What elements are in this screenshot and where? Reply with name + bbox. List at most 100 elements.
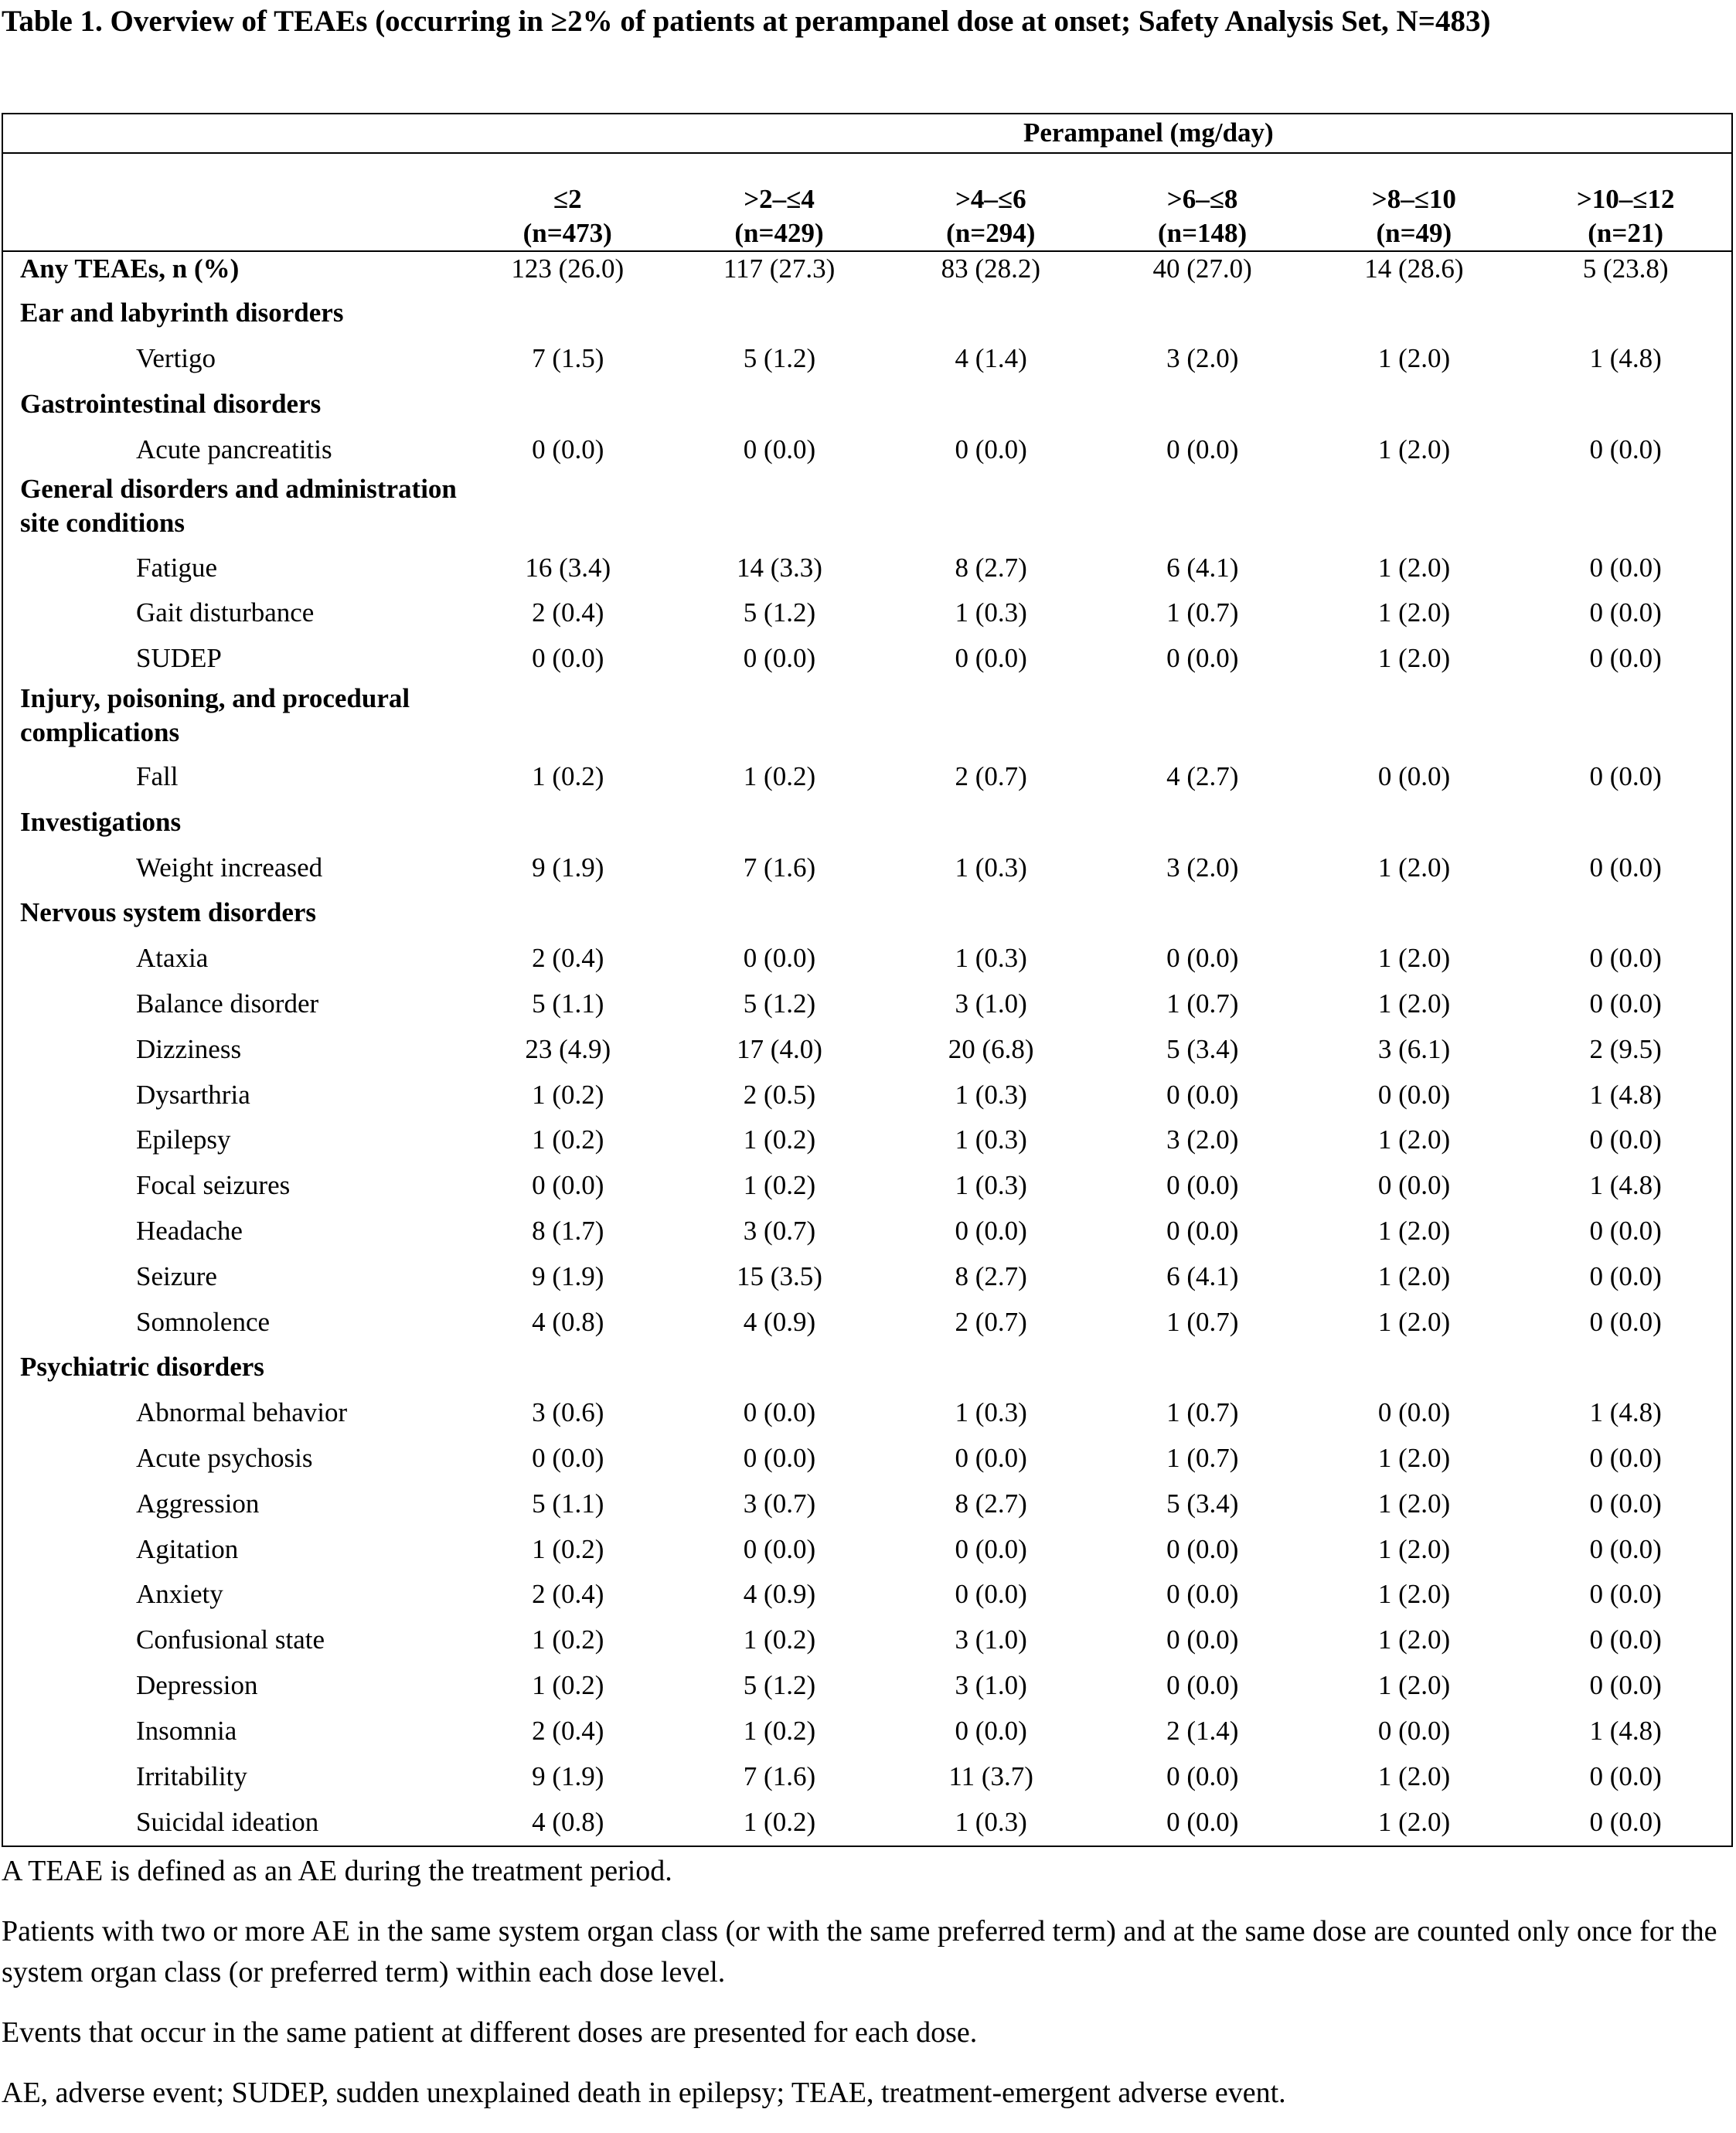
table-row: Suicidal ideation 4 (0.8) 1 (0.2) 1 (0.3) 0 …: [3, 1799, 1731, 1846]
row-label: Anxiety: [136, 1579, 223, 1610]
soc-row: Psychiatric disorders: [3, 1345, 1731, 1390]
cell-value: 0 (0.0): [532, 643, 604, 674]
cell-value: 2 (9.5): [1589, 1033, 1662, 1064]
cell-value: 1 (2.0): [1377, 988, 1451, 1019]
cell-value: 0 (0.0): [1589, 1260, 1662, 1291]
table-row: Weight increased 9 (1.9) 7 (1.6) 1 (0.3) 3 (…: [3, 845, 1731, 890]
table-row: Abnormal behavior 3 (0.6) 0 (0.0) 1 (0.3) 1 …: [3, 1390, 1731, 1436]
row-label: Investigations: [20, 806, 182, 837]
cell-value: 0 (0.0): [955, 1533, 1027, 1564]
cell-value: 1 (2.0): [1377, 434, 1451, 464]
cell-value: 4 (0.9): [743, 1306, 816, 1337]
cell-value: 8 (2.7): [955, 552, 1027, 583]
row-label: Psychiatric disorders: [20, 1352, 264, 1383]
column-dose: >6–≤8: [1166, 184, 1238, 214]
row-label: Nervous system disorders: [20, 897, 317, 928]
cell-value: 1 (2.0): [1377, 1488, 1451, 1519]
table-row: Aggression 5 (1.1) 3 (0.7) 8 (2.7) 5 (3.4) 1 …: [3, 1481, 1731, 1526]
cell-value: 14 (3.3): [737, 552, 822, 583]
cell-value: 0 (0.0): [532, 1442, 604, 1473]
table-row: Headache 8 (1.7) 3 (0.7) 0 (0.0) 0 (0.0) 1 (2…: [3, 1209, 1731, 1254]
footnotes: A TEAE is defined as an AE during the tr…: [2, 1851, 1717, 2133]
row-label: Injury, poisoning, and procedural compli…: [20, 682, 410, 747]
row-label: Confusional state: [136, 1624, 325, 1655]
cell-value: 0 (0.0): [1166, 1760, 1239, 1791]
cell-value: 4 (0.9): [743, 1579, 816, 1610]
group-header: Perampanel (mg/day): [1023, 117, 1274, 148]
column-header: >2–≤4 (n=429): [673, 154, 885, 250]
column-n: (n=148): [1157, 218, 1248, 248]
cell-value: 5 (1.2): [743, 1669, 816, 1700]
cell-value: 0 (0.0): [1589, 852, 1662, 883]
cell-value: 0 (0.0): [1589, 434, 1662, 464]
column-header: ≤2 (n=473): [461, 154, 673, 250]
cell-value: 0 (0.0): [1166, 1533, 1239, 1564]
cell-value: 4 (1.4): [955, 343, 1027, 374]
cell-value: 1 (2.0): [1377, 643, 1451, 674]
row-label: Irritability: [136, 1760, 247, 1791]
cell-value: 0 (0.0): [1589, 1215, 1662, 1246]
cell-value: 2 (0.4): [532, 1715, 604, 1746]
column-header: >6–≤8 (n=148): [1097, 154, 1309, 250]
cell-value: 4 (2.7): [1166, 760, 1239, 791]
column-dose: >8–≤10: [1371, 184, 1456, 214]
column-header-row: ≤2 (n=473) >2–≤4 (n=429) >4–≤6 (n=294) >6–≤8 (n…: [3, 154, 1731, 252]
table-row: Depression 1 (0.2) 5 (1.2) 3 (1.0) 0 (0.0) 1 …: [3, 1663, 1731, 1709]
row-label: Gastrointestinal disorders: [20, 388, 322, 419]
cell-value: 83 (28.2): [941, 253, 1040, 284]
row-label: Depression: [136, 1669, 258, 1700]
cell-value: 1 (0.7): [1166, 1442, 1239, 1473]
column-n: (n=294): [946, 218, 1036, 248]
cell-value: 3 (2.0): [1166, 343, 1239, 374]
cell-value: 1 (2.0): [1377, 1579, 1451, 1610]
cell-value: 0 (0.0): [1166, 1579, 1239, 1610]
cell-value: 1 (2.0): [1377, 1624, 1451, 1655]
row-label: Balance disorder: [136, 988, 319, 1019]
cell-value: 0 (0.0): [1589, 760, 1662, 791]
row-label: Suicidal ideation: [136, 1806, 319, 1837]
cell-value: 1 (0.2): [743, 1715, 816, 1746]
cell-value: 3 (6.1): [1377, 1033, 1451, 1064]
cell-value: 7 (1.6): [743, 1760, 816, 1791]
table-row: Epilepsy 1 (0.2) 1 (0.2) 1 (0.3) 3 (2.0) 1 (2…: [3, 1118, 1731, 1163]
table-row: Insomnia 2 (0.4) 1 (0.2) 0 (0.0) 2 (1.4) 0 (0…: [3, 1708, 1731, 1754]
cell-value: 5 (3.4): [1166, 1488, 1239, 1519]
cell-value: 0 (0.0): [1589, 1306, 1662, 1337]
cell-value: 1 (0.7): [1166, 988, 1239, 1019]
cell-value: 0 (0.0): [1589, 597, 1662, 628]
table-title: Table 1. Overview of TEAEs (occurring in…: [2, 5, 1491, 38]
cell-value: 9 (1.9): [532, 1760, 604, 1791]
cell-value: 2 (0.7): [955, 1306, 1027, 1337]
cell-value: 1 (4.8): [1589, 1715, 1662, 1746]
table-row: Fall 1 (0.2) 1 (0.2) 2 (0.7) 4 (2.7) 0 (0.0) 0…: [3, 754, 1731, 800]
cell-value: 6 (4.1): [1166, 1260, 1239, 1291]
cell-value: 1 (2.0): [1377, 943, 1451, 974]
cell-value: 1 (0.3): [955, 597, 1027, 628]
column-n: (n=473): [523, 218, 612, 248]
cell-value: 0 (0.0): [955, 1215, 1027, 1246]
row-label: Acute pancreatitis: [136, 434, 332, 464]
table-row: Fatigue 16 (3.4) 14 (3.3) 8 (2.7) 6 (4.1) 1 (…: [3, 545, 1731, 590]
row-label: Gait disturbance: [136, 597, 315, 628]
footnote: A TEAE is defined as an AE during the tr…: [2, 1855, 672, 1887]
cell-value: 2 (1.4): [1166, 1715, 1239, 1746]
cell-value: 15 (3.5): [737, 1260, 822, 1291]
cell-value: 0 (0.0): [1589, 1624, 1662, 1655]
cell-value: 1 (2.0): [1377, 1306, 1451, 1337]
footnote: Patients with two or more AE in the same…: [2, 1915, 1717, 1988]
cell-value: 17 (4.0): [737, 1033, 822, 1064]
row-label: Acute psychosis: [136, 1442, 313, 1473]
column-n: (n=21): [1588, 218, 1663, 248]
cell-value: 0 (0.0): [1166, 1806, 1239, 1837]
row-label: Fatigue: [136, 552, 217, 583]
soc-row: General disorders and administration sit…: [3, 472, 1731, 545]
cell-value: 0 (0.0): [955, 1579, 1027, 1610]
table-row: Anxiety 2 (0.4) 4 (0.9) 0 (0.0) 0 (0.0) 1 (2.…: [3, 1572, 1731, 1618]
cell-value: 1 (0.3): [955, 1079, 1027, 1110]
cell-value: 3 (0.7): [743, 1215, 816, 1246]
table-row: Acute pancreatitis 0 (0.0) 0 (0.0) 0 (0.0) 0…: [3, 427, 1731, 472]
cell-value: 1 (4.8): [1589, 1079, 1662, 1110]
cell-value: 3 (1.0): [955, 1669, 1027, 1700]
cell-value: 0 (0.0): [955, 434, 1027, 464]
row-label: Vertigo: [136, 343, 216, 374]
